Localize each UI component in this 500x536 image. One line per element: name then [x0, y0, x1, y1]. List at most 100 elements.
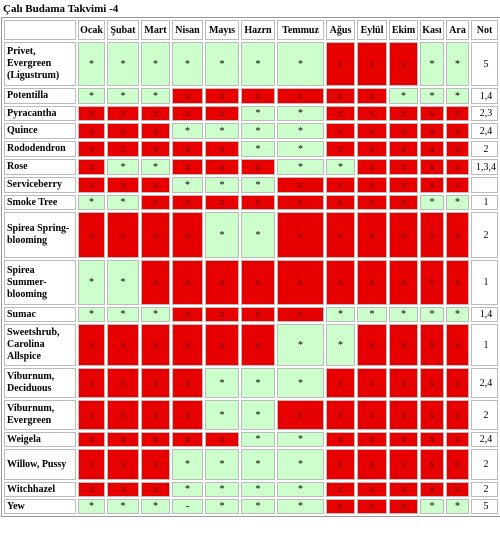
no-prune-cell: x: [172, 260, 203, 305]
prune-cell: *: [277, 432, 324, 447]
no-prune-cell: x: [357, 400, 387, 430]
plant-row: Rododendron x x x x x * * x x x x x 2: [4, 141, 498, 157]
note-cell: 1,4: [471, 88, 498, 104]
no-prune-cell: x: [389, 177, 418, 193]
plant-name: Rododendron: [4, 141, 76, 157]
no-prune-cell: x: [326, 260, 355, 305]
no-prune-cell: x: [389, 106, 418, 121]
no-prune-cell: x: [107, 141, 139, 157]
prune-cell: *: [205, 123, 239, 139]
no-prune-cell: x: [107, 432, 139, 447]
no-prune-cell: x: [241, 260, 275, 305]
prune-cell: *: [446, 307, 469, 322]
prune-cell: *: [420, 195, 444, 210]
no-prune-cell: x: [107, 106, 139, 121]
prune-cell: *: [357, 307, 387, 322]
plant-name: Yew: [4, 499, 76, 514]
no-prune-cell: x: [420, 177, 444, 193]
page: Çalı Budama Takvimi -4 Ocak Şubat Mart Nisa…: [0, 3, 500, 536]
plant-row: Viburnum, Deciduous x x x x * * * x x x x x 2,4: [4, 368, 498, 398]
no-prune-cell: x: [420, 368, 444, 398]
prune-cell: *: [277, 324, 324, 366]
prune-cell: *: [241, 177, 275, 193]
prune-cell: *: [241, 123, 275, 139]
no-prune-cell: x: [78, 212, 105, 258]
schedule-table: Ocak Şubat Mart Nisan Mayıs Hazrn Temmuz Ağus Ey…: [1, 17, 500, 517]
no-prune-cell: x: [357, 324, 387, 366]
plant-name: Spirea Spring-blooming: [4, 212, 76, 258]
no-prune-cell: x: [78, 482, 105, 497]
prune-cell: *: [172, 42, 203, 86]
no-prune-cell: x: [357, 432, 387, 447]
plant-name: Smoke Tree: [4, 195, 76, 210]
no-prune-cell: x: [326, 141, 355, 157]
prune-cell: *: [241, 212, 275, 258]
plant-row: Sweetshrub, Carolina Allspice x x x x x x * * x x x…: [4, 324, 498, 366]
no-prune-cell: x: [357, 368, 387, 398]
no-prune-cell: x: [420, 106, 444, 121]
note-cell: 2: [471, 141, 498, 157]
prune-cell: *: [78, 42, 105, 86]
no-prune-cell: x: [389, 159, 418, 175]
no-prune-cell: x: [277, 195, 324, 210]
no-prune-cell: x: [446, 141, 469, 157]
prune-cell: *: [172, 123, 203, 139]
no-prune-cell: x: [446, 368, 469, 398]
no-prune-cell: x: [420, 482, 444, 497]
prune-cell: *: [141, 307, 170, 322]
no-prune-cell: x: [357, 212, 387, 258]
no-prune-cell: x: [141, 400, 170, 430]
prune-cell: *: [241, 368, 275, 398]
no-prune-cell: x: [141, 177, 170, 193]
prune-cell: *: [420, 499, 444, 514]
column-header: Eylül: [357, 20, 387, 40]
prune-cell: *: [326, 307, 355, 322]
column-header: Nisan: [172, 20, 203, 40]
no-prune-cell: x: [241, 159, 275, 175]
no-prune-cell: x: [446, 324, 469, 366]
no-prune-cell: x: [277, 212, 324, 258]
note-cell: 2,4: [471, 123, 498, 139]
no-prune-cell: x: [78, 123, 105, 139]
note-cell: 2: [471, 482, 498, 497]
plant-name: Rose: [4, 159, 76, 175]
no-prune-cell: x: [78, 368, 105, 398]
plant-row: Privet, Evergreen (Ligustrum) * * * * * * * x x x *…: [4, 42, 498, 86]
prune-cell: -: [172, 499, 203, 514]
prune-cell: *: [172, 449, 203, 480]
no-prune-cell: x: [205, 195, 239, 210]
note-cell: 1,4: [471, 307, 498, 322]
prune-cell: *: [205, 400, 239, 430]
no-prune-cell: x: [446, 482, 469, 497]
no-prune-cell: x: [326, 212, 355, 258]
prune-cell: *: [78, 195, 105, 210]
no-prune-cell: x: [446, 432, 469, 447]
plant-name: Serviceberry: [4, 177, 76, 193]
no-prune-cell: x: [172, 212, 203, 258]
prune-cell: *: [277, 159, 324, 175]
no-prune-cell: x: [389, 324, 418, 366]
plant-row: Quince x x x * * * * x x x x x 2,4: [4, 123, 498, 139]
no-prune-cell: x: [446, 159, 469, 175]
prune-cell: *: [107, 260, 139, 305]
no-prune-cell: x: [389, 123, 418, 139]
no-prune-cell: x: [78, 449, 105, 480]
no-prune-cell: x: [357, 42, 387, 86]
no-prune-cell: x: [446, 123, 469, 139]
no-prune-cell: x: [107, 449, 139, 480]
no-prune-cell: x: [389, 141, 418, 157]
no-prune-cell: x: [205, 432, 239, 447]
plant-row: Rose x * * x x x * * x x x x 1,3,4: [4, 159, 498, 175]
no-prune-cell: x: [78, 141, 105, 157]
prune-cell: *: [241, 106, 275, 121]
no-prune-cell: x: [357, 159, 387, 175]
no-prune-cell: x: [389, 449, 418, 480]
no-prune-cell: x: [205, 307, 239, 322]
no-prune-cell: x: [141, 432, 170, 447]
plant-row: Weigela x x x x x * * x x x x x 2,4: [4, 432, 498, 447]
prune-cell: *: [141, 159, 170, 175]
prune-cell: *: [78, 260, 105, 305]
plant-name: Quince: [4, 123, 76, 139]
plant-row: Serviceberry x x x * * * x x x x x x: [4, 177, 498, 193]
plant-name: Spirea Summer-blooming: [4, 260, 76, 305]
